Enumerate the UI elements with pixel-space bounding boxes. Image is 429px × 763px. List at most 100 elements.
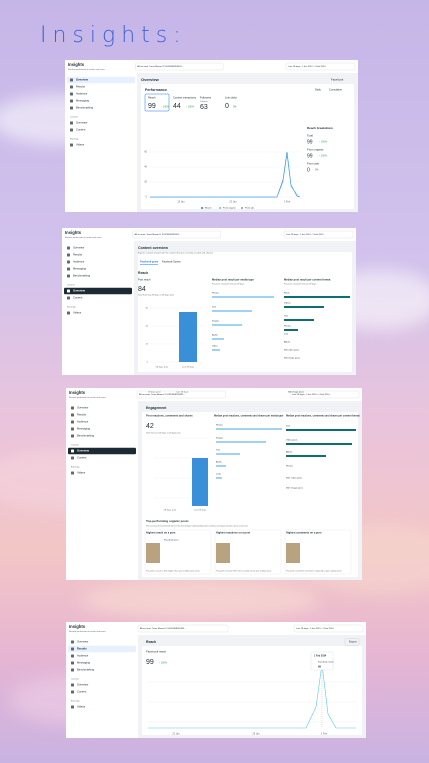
nav-icon (67, 260, 70, 264)
label: All account: Tiana Maxim#1 5202946835539… (139, 393, 186, 396)
label: Content (70, 116, 78, 119)
nav-item[interactable]: Overview (73, 289, 86, 293)
label: Highest reactions on a post (216, 531, 250, 535)
nav-item[interactable]: Results (76, 85, 86, 89)
nav-item[interactable]: Benchmarking (73, 274, 91, 278)
label: Content (67, 284, 75, 287)
nav-item[interactable]: Videos (77, 471, 86, 475)
nav-item[interactable]: Overview (73, 246, 84, 250)
nav-item[interactable]: Audience (76, 92, 88, 96)
label: Earnings (71, 466, 81, 469)
label: Reach (146, 640, 156, 644)
nav-item[interactable]: Results (77, 647, 87, 651)
label: Top-performing organic posts (146, 519, 189, 523)
nav-item[interactable]: Overview (76, 78, 89, 82)
nav-item[interactable]: Overview (77, 683, 88, 687)
label: All account: Tiana Maxim#1 5202946835539… (137, 65, 184, 68)
nav-item[interactable]: Messaging (77, 661, 91, 665)
nav-item[interactable]: Content (76, 128, 86, 132)
post-card (284, 529, 352, 575)
nav-item[interactable]: Overview (77, 449, 90, 453)
nav-item[interactable]: Messaging (73, 267, 87, 271)
label: Text (212, 306, 216, 309)
label: 63 (200, 104, 208, 111)
nav-item[interactable]: Audience (73, 260, 85, 264)
label: Facebook (331, 78, 344, 82)
nav-item[interactable]: Audience (77, 420, 89, 424)
account-select (132, 230, 221, 239)
label: Videos (284, 303, 292, 305)
content-card (142, 412, 358, 577)
nav-item[interactable]: Results (77, 413, 87, 417)
label: Reach breakdown (307, 126, 333, 130)
nav-icon (71, 471, 74, 475)
nav-item[interactable]: Benchmarking (77, 434, 95, 438)
nav-item[interactable]: Content (73, 296, 83, 300)
legend-dot (219, 207, 221, 209)
label: Performance (145, 88, 167, 92)
hbar (216, 453, 240, 455)
nav-active (67, 76, 135, 84)
label: 22 Jan (172, 733, 180, 736)
nav-icon (71, 690, 74, 694)
nav-icon (71, 413, 74, 417)
nav-item[interactable]: Videos (76, 143, 85, 147)
label: Album (284, 341, 290, 344)
nav-item[interactable]: Audience (77, 654, 89, 658)
label: 40 (144, 166, 147, 169)
label: Median post reactions, comments and shar… (214, 415, 284, 418)
nav-item[interactable]: Content (77, 456, 87, 460)
label: 0 (307, 167, 310, 173)
nav-icon (71, 661, 74, 665)
label: 0 (146, 196, 148, 199)
nav-item[interactable]: Overview (77, 640, 88, 644)
label: 360 video posts (284, 349, 300, 352)
nav-item[interactable]: Messaging (77, 427, 91, 431)
hbar (212, 296, 274, 298)
nav-icon (71, 449, 74, 453)
nav-item[interactable]: Videos (73, 311, 82, 315)
label: Last 28 days: 1 Jan 2024 - 1 Feb 2024 (286, 233, 324, 236)
label: Link (284, 334, 289, 336)
nav-icon (67, 253, 70, 257)
label: Photos (286, 465, 294, 468)
label: 360 image posts (288, 391, 305, 394)
nav-icon (71, 434, 74, 438)
nav-item[interactable]: Videos (77, 705, 86, 709)
nav-item[interactable]: Results (73, 253, 83, 257)
nav-icon (71, 683, 74, 687)
sidebar (66, 401, 138, 580)
label: Daily (315, 88, 321, 92)
nav-item[interactable]: Messaging (76, 99, 90, 103)
label: Link clicks (225, 96, 238, 100)
label: 84 (138, 286, 146, 293)
label: For posts created in the last 28 days (284, 283, 316, 286)
label: Photos (284, 325, 292, 328)
account-select (135, 62, 224, 71)
label: Explore content trends from the content … (138, 252, 213, 255)
label: 15 Jan (177, 201, 185, 204)
nav-item[interactable]: Overview (77, 406, 88, 410)
date-select (289, 390, 360, 399)
nav-item[interactable]: Content (77, 690, 87, 694)
label: Followers (200, 96, 212, 100)
label: Links (216, 474, 222, 476)
label: Insights (69, 624, 86, 629)
nav-item[interactable]: Benchmarking (76, 106, 94, 110)
nav-item[interactable]: Overview (76, 121, 87, 125)
label: 20 (146, 344, 149, 346)
export-button (344, 638, 360, 646)
hbar (284, 296, 350, 298)
label: Content (71, 444, 79, 447)
label: Overview (141, 77, 160, 82)
post-thumb (146, 543, 160, 563)
label: ↑ 100% (186, 106, 195, 109)
hbar (286, 443, 352, 445)
label: Content (71, 678, 79, 681)
label: ↑ 100% (159, 662, 168, 665)
label: 0 (147, 362, 149, 364)
nav-item[interactable]: Benchmarking (77, 668, 95, 672)
